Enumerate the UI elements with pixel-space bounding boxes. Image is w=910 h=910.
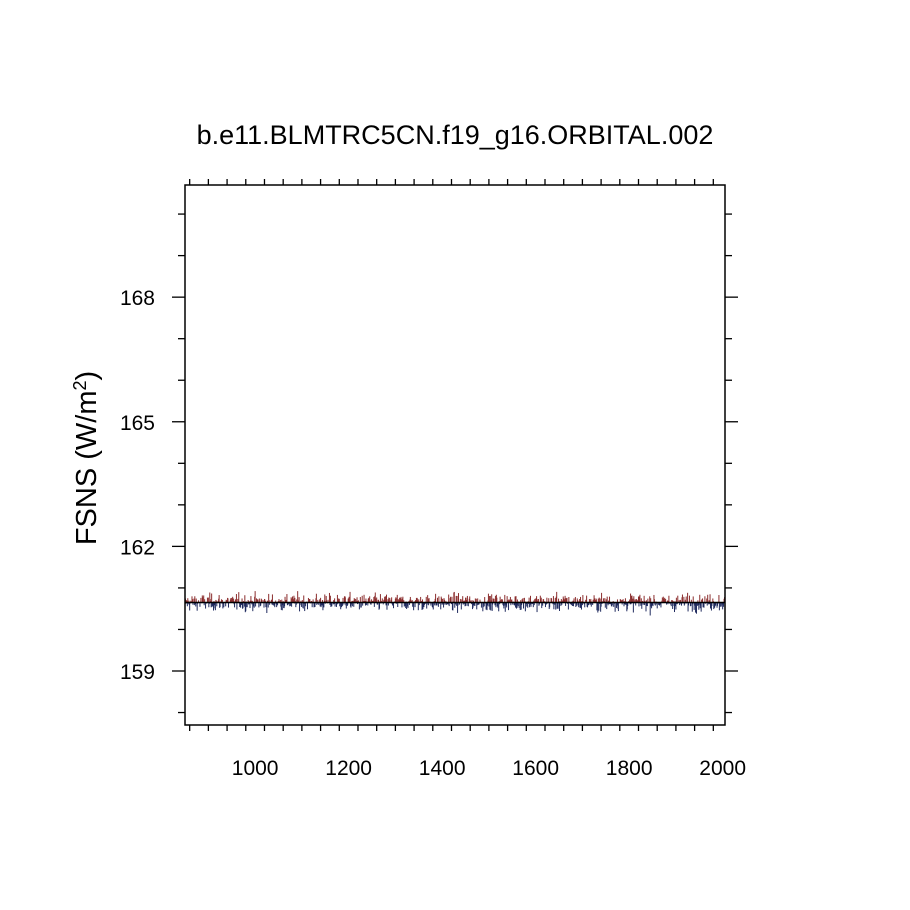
x-tick-label: 1400 — [419, 757, 466, 780]
y-tick-label: 159 — [120, 661, 155, 684]
x-tick-label: 1200 — [325, 757, 372, 780]
y-axis-title: FSNS (W/m2) — [70, 371, 103, 545]
plot-frame — [184, 184, 726, 726]
chart-title: b.e11.BLMTRC5CN.f19_g16.ORBITAL.002 — [197, 120, 714, 150]
y-axis-title-superscript: 2 — [70, 381, 90, 391]
y-tick-label: 165 — [120, 412, 155, 435]
y-tick-label: 162 — [120, 536, 155, 559]
anomaly-bars — [184, 591, 726, 616]
x-tick-label: 1600 — [512, 757, 559, 780]
x-tick-label: 2000 — [699, 757, 746, 780]
y-tick-label: 168 — [120, 287, 155, 310]
y-axis: 159 162 165 168 — [120, 213, 738, 714]
y-axis-title-main: FSNS (W/m — [71, 391, 103, 546]
y-axis-title-close: ) — [71, 371, 103, 381]
x-axis: 1000 1200 1400 1600 1800 2000 — [189, 179, 746, 780]
x-tick-label: 1800 — [606, 757, 653, 780]
x-tick-label: 1000 — [232, 757, 279, 780]
